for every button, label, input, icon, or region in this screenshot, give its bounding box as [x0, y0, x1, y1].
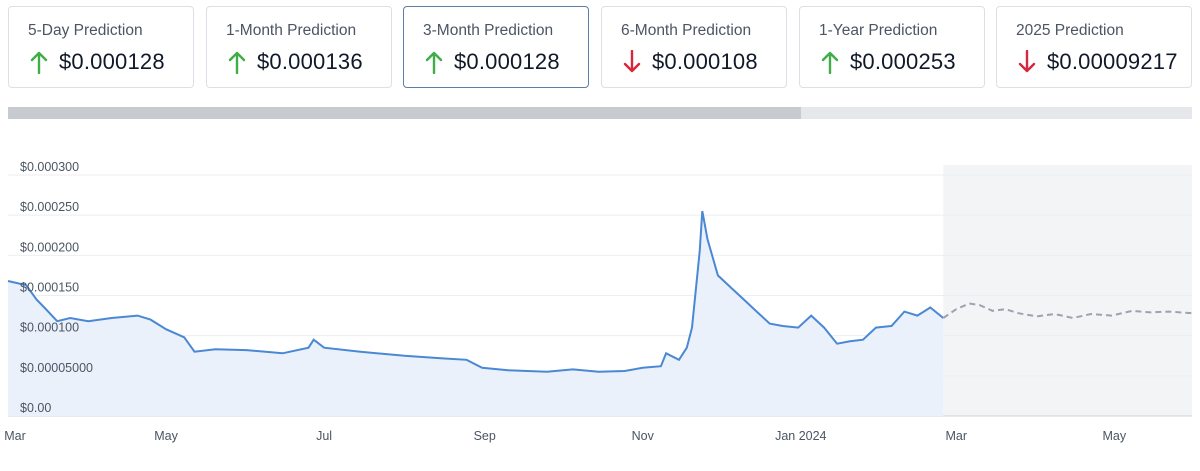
- scrollbar-thumb[interactable]: [8, 107, 802, 119]
- card-value: $0.00009217: [1047, 49, 1178, 74]
- card-value: $0.000253: [850, 49, 956, 74]
- y-axis-labels: $0.00 $0.00005000 $0.000100 $0.000150 $0.000…: [20, 160, 93, 415]
- arrow-up-icon: [425, 51, 443, 74]
- arrow-down-icon: [623, 50, 641, 73]
- card-label: 1-Month Prediction: [226, 22, 357, 39]
- y-tick-label: $0.000200: [20, 240, 79, 254]
- forecast-price-line: [942, 302, 1193, 320]
- card-label: 5-Day Prediction: [28, 22, 143, 39]
- x-tick-label: Mar: [945, 429, 967, 443]
- historical-price-line: [7, 210, 944, 373]
- card-label: 3-Month Prediction: [423, 22, 554, 39]
- y-tick-label: $0.00005000: [20, 361, 93, 375]
- prediction-card-3-month[interactable]: 3-Month Prediction $0.000128: [403, 6, 589, 88]
- arrow-down-icon: [1018, 50, 1036, 73]
- arrow-up-icon: [228, 51, 246, 74]
- prediction-card-2025[interactable]: 2025 Prediction $0.00009217: [996, 6, 1192, 88]
- card-label: 1-Year Prediction: [819, 22, 938, 39]
- x-tick-label: May: [1102, 429, 1126, 443]
- x-tick-label: Jan 2024: [775, 429, 826, 443]
- x-axis-labels: Mar May Jul Sep Nov Jan 2024 Mar May: [4, 429, 1127, 443]
- x-tick-label: Nov: [632, 429, 655, 443]
- card-value: $0.000136: [257, 49, 363, 74]
- y-tick-label: $0.000100: [20, 321, 79, 335]
- card-value: $0.000108: [652, 49, 758, 74]
- cards-scrollbar[interactable]: [8, 107, 1192, 119]
- card-value: $0.000128: [59, 49, 165, 74]
- y-tick-label: $0.00: [20, 401, 51, 415]
- arrow-up-icon: [821, 51, 839, 74]
- x-tick-label: Sep: [474, 429, 496, 443]
- price-prediction-chart: $0.00 $0.00005000 $0.000100 $0.000150 $0.000…: [4, 160, 1193, 443]
- x-tick-label: May: [154, 429, 178, 443]
- prediction-card-1-year[interactable]: 1-Year Prediction $0.000253: [799, 6, 985, 88]
- prediction-card-5-day[interactable]: 5-Day Prediction $0.000128: [8, 6, 194, 88]
- arrow-up-icon: [30, 51, 48, 74]
- card-label: 2025 Prediction: [1016, 22, 1124, 39]
- prediction-cards: 5-Day Prediction $0.000128 1-Month Predi…: [8, 6, 1192, 90]
- card-value: $0.000128: [454, 49, 560, 74]
- forecast-region: [943, 165, 1192, 416]
- x-tick-label: Jul: [316, 429, 332, 443]
- historical-area: [8, 211, 944, 416]
- x-tick-label: Mar: [4, 429, 26, 443]
- y-tick-label: $0.000300: [20, 160, 79, 174]
- prediction-card-6-month[interactable]: 6-Month Prediction $0.000108: [601, 6, 787, 88]
- prediction-card-1-month[interactable]: 1-Month Prediction $0.000136: [206, 6, 392, 88]
- y-tick-label: $0.000250: [20, 200, 79, 214]
- card-label: 6-Month Prediction: [621, 22, 752, 39]
- y-tick-label: $0.000150: [20, 281, 79, 295]
